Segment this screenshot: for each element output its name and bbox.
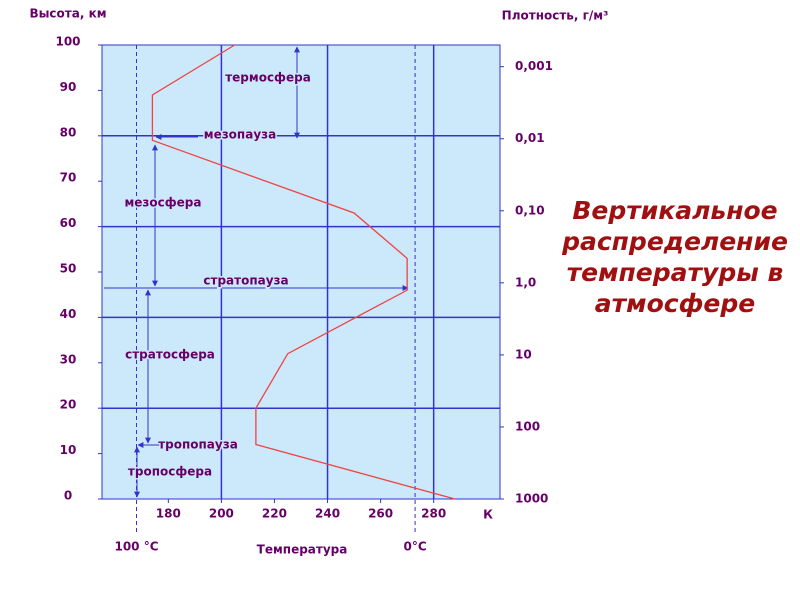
x-tick-label: 180: [156, 507, 181, 521]
y2-tick-label: 100: [515, 419, 540, 433]
y-tick-label: 100: [55, 35, 80, 49]
x-axis-label: Температура: [257, 543, 348, 557]
layer-label: мезосфера: [124, 196, 201, 210]
layer-label: тропосфера: [128, 465, 212, 479]
y-axis-label: Высота, км: [29, 7, 106, 21]
grid: [102, 45, 500, 534]
y-tick-label: 10: [60, 443, 77, 457]
y-tick-label: 40: [60, 307, 77, 321]
layer-label: стратопауза: [203, 274, 288, 288]
y-tick-label: 30: [60, 352, 77, 366]
reference-label: 0°С: [404, 540, 427, 554]
y2-tick-label: 0,001: [515, 59, 553, 73]
annotation-arrows: [104, 46, 409, 498]
y-tick-label: 20: [60, 398, 77, 412]
layer-label: стратосфера: [125, 348, 215, 362]
y2-tick-label: 1,0: [515, 275, 536, 289]
x-tick-label: 280: [421, 507, 446, 521]
chart-title: Вертикальное распределение температуры в…: [562, 196, 788, 318]
plot-area: [101, 44, 501, 500]
x-tick-label: 200: [209, 507, 234, 521]
y2-tick-label: 10: [515, 347, 532, 361]
y-tick-label: 90: [60, 80, 77, 94]
x-tick-label: 260: [368, 507, 393, 521]
layer-label: мезопауза: [204, 128, 276, 142]
y-tick-label: 80: [60, 125, 77, 139]
x-tick-label: 220: [262, 507, 287, 521]
y-tick-label: 50: [60, 262, 77, 276]
y2-tick-label: 0,01: [515, 131, 545, 145]
x-tick-label: 240: [315, 507, 340, 521]
layer-label: тропопауза: [158, 438, 238, 452]
layer-label: термосфера: [225, 71, 311, 85]
title-box: Вертикальное распределение температуры в…: [562, 196, 788, 318]
y2-tick-label: 0,10: [515, 203, 545, 217]
y2-axis-label: Плотность, г/м³: [502, 9, 609, 23]
y-tick-label: 60: [60, 216, 77, 230]
reference-label: 100 °С: [114, 540, 158, 554]
x-unit: К: [483, 508, 493, 522]
y2-tick-label: 1000: [515, 492, 548, 506]
y-tick-label: 70: [60, 171, 77, 185]
temperature-line: [151, 44, 456, 500]
y-tick-label: 0: [64, 489, 72, 503]
